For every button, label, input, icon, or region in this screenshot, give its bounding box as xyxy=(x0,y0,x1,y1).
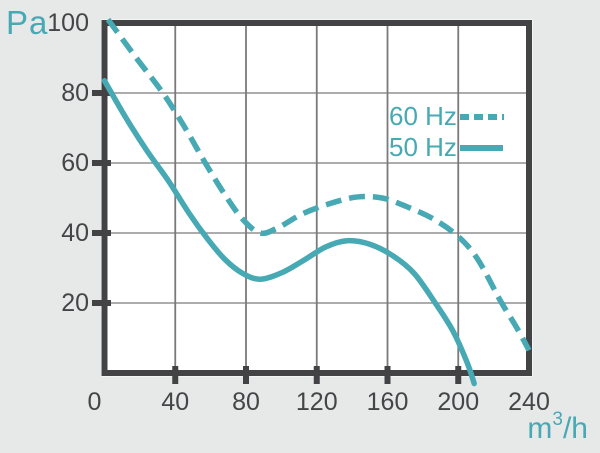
legend-item-60hz: 60 Hz xyxy=(389,101,519,132)
dashed-line-sample-icon xyxy=(460,113,504,120)
curve-60-hz xyxy=(105,17,532,352)
chart-legend: 60 Hz 50 Hz xyxy=(389,101,519,163)
legend-label-50hz: 50 Hz xyxy=(389,132,457,162)
x-unit-base: m xyxy=(527,412,553,445)
legend-label-60hz: 60 Hz xyxy=(389,101,457,131)
solid-line-sample-icon xyxy=(460,144,503,151)
legend-item-50hz: 50 Hz xyxy=(389,132,519,163)
curve-50-hz xyxy=(101,78,477,387)
x-axis-unit-label: m3/h xyxy=(527,409,588,446)
x-unit-suffix: /h xyxy=(562,412,588,445)
x-unit-exponent: 3 xyxy=(552,409,563,430)
y-axis-unit-label: Pa xyxy=(6,4,49,41)
